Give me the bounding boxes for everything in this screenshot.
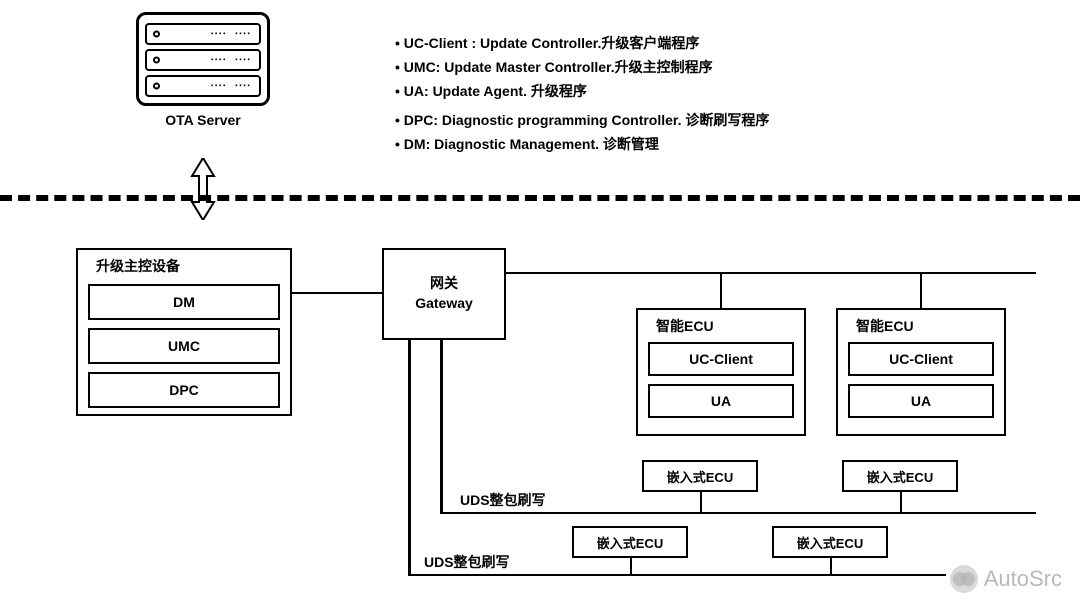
bus-drop: [720, 272, 722, 308]
master-item-dpc: DPC: [88, 372, 280, 408]
uds-label: UDS整包刷写: [460, 490, 546, 510]
dashed-separator: [0, 195, 1080, 201]
smart-ecu-title: 智能ECU: [648, 316, 794, 336]
bidirectional-arrow-icon: [190, 158, 216, 220]
master-item-dm: DM: [88, 284, 280, 320]
bus-drop: [920, 272, 922, 308]
smart-ecu-item: UA: [648, 384, 794, 418]
smart-ecu-item: UC-Client: [648, 342, 794, 376]
master-title: 升级主控设备: [88, 256, 280, 276]
uds-label: UDS整包刷写: [424, 552, 510, 572]
smart-ecu: 智能ECU UC-Client UA: [636, 308, 806, 436]
bus-drop: [830, 556, 832, 574]
bus-drop: [630, 556, 632, 574]
master-item-umc: UMC: [88, 328, 280, 364]
watermark-text: AutoSrc: [984, 566, 1062, 592]
gateway-label-en: Gateway: [415, 294, 473, 314]
smart-ecu-item: UC-Client: [848, 342, 994, 376]
legend-item: • DPC: Diagnostic programming Controller…: [395, 109, 769, 133]
embedded-ecu: 嵌入式ECU: [572, 526, 688, 558]
connector-line: [408, 340, 411, 576]
watermark: AutoSrc: [950, 565, 1062, 593]
legend: • UC-Client : Update Controller.升级客户端程序 …: [395, 32, 769, 157]
ota-server: ∙∙∙∙ ∙∙∙∙ ∙∙∙∙ ∙∙∙∙ ∙∙∙∙ ∙∙∙∙: [136, 12, 270, 106]
bus-low: [408, 574, 946, 576]
connector-line: [292, 292, 382, 294]
bus-mid: [440, 512, 1036, 514]
smart-ecu-item: UA: [848, 384, 994, 418]
bus-top: [506, 272, 1036, 274]
legend-item: • UA: Update Agent. 升级程序: [395, 80, 769, 104]
server-slot: ∙∙∙∙ ∙∙∙∙: [145, 23, 261, 45]
server-slot: ∙∙∙∙ ∙∙∙∙: [145, 75, 261, 97]
legend-item: • UC-Client : Update Controller.升级客户端程序: [395, 32, 769, 56]
smart-ecu-title: 智能ECU: [848, 316, 994, 336]
gateway-label-cn: 网关: [430, 274, 458, 294]
legend-item: • DM: Diagnostic Management. 诊断管理: [395, 133, 769, 157]
bus-drop: [700, 490, 702, 512]
embedded-ecu: 嵌入式ECU: [842, 460, 958, 492]
master-device: 升级主控设备 DM UMC DPC: [76, 248, 292, 416]
embedded-ecu: 嵌入式ECU: [772, 526, 888, 558]
ota-server-label: OTA Server: [136, 112, 270, 128]
gateway: 网关 Gateway: [382, 248, 506, 340]
legend-item: • UMC: Update Master Controller.升级主控制程序: [395, 56, 769, 80]
connector-line: [440, 340, 443, 514]
bus-drop: [900, 490, 902, 512]
watermark-icon: [950, 565, 978, 593]
smart-ecu: 智能ECU UC-Client UA: [836, 308, 1006, 436]
server-slot: ∙∙∙∙ ∙∙∙∙: [145, 49, 261, 71]
embedded-ecu: 嵌入式ECU: [642, 460, 758, 492]
